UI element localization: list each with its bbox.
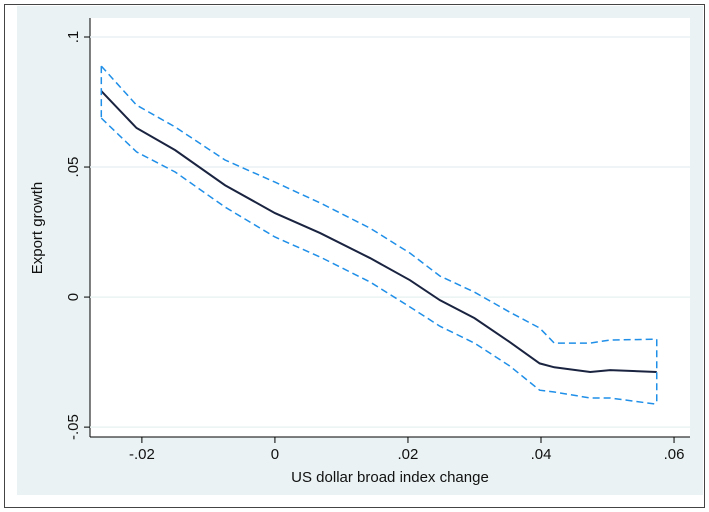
series-line — [100, 65, 657, 344]
x-tick-label: .06 — [664, 446, 685, 463]
y-tick-label: -.05 — [65, 414, 82, 440]
series-line — [100, 117, 657, 405]
y-tick-label: .1 — [65, 31, 82, 44]
x-tick-label: -.02 — [129, 446, 155, 463]
y-axis-title: Export growth — [29, 182, 46, 275]
x-axis-title: US dollar broad index change — [291, 469, 489, 486]
plot-area — [90, 18, 690, 437]
x-tick-label: .04 — [531, 446, 552, 463]
x-tick-label: 0 — [271, 446, 279, 463]
x-tick-label: .02 — [398, 446, 419, 463]
y-tick-label: .05 — [65, 157, 82, 178]
series-line — [100, 90, 657, 373]
y-tick-label: 0 — [65, 293, 82, 301]
